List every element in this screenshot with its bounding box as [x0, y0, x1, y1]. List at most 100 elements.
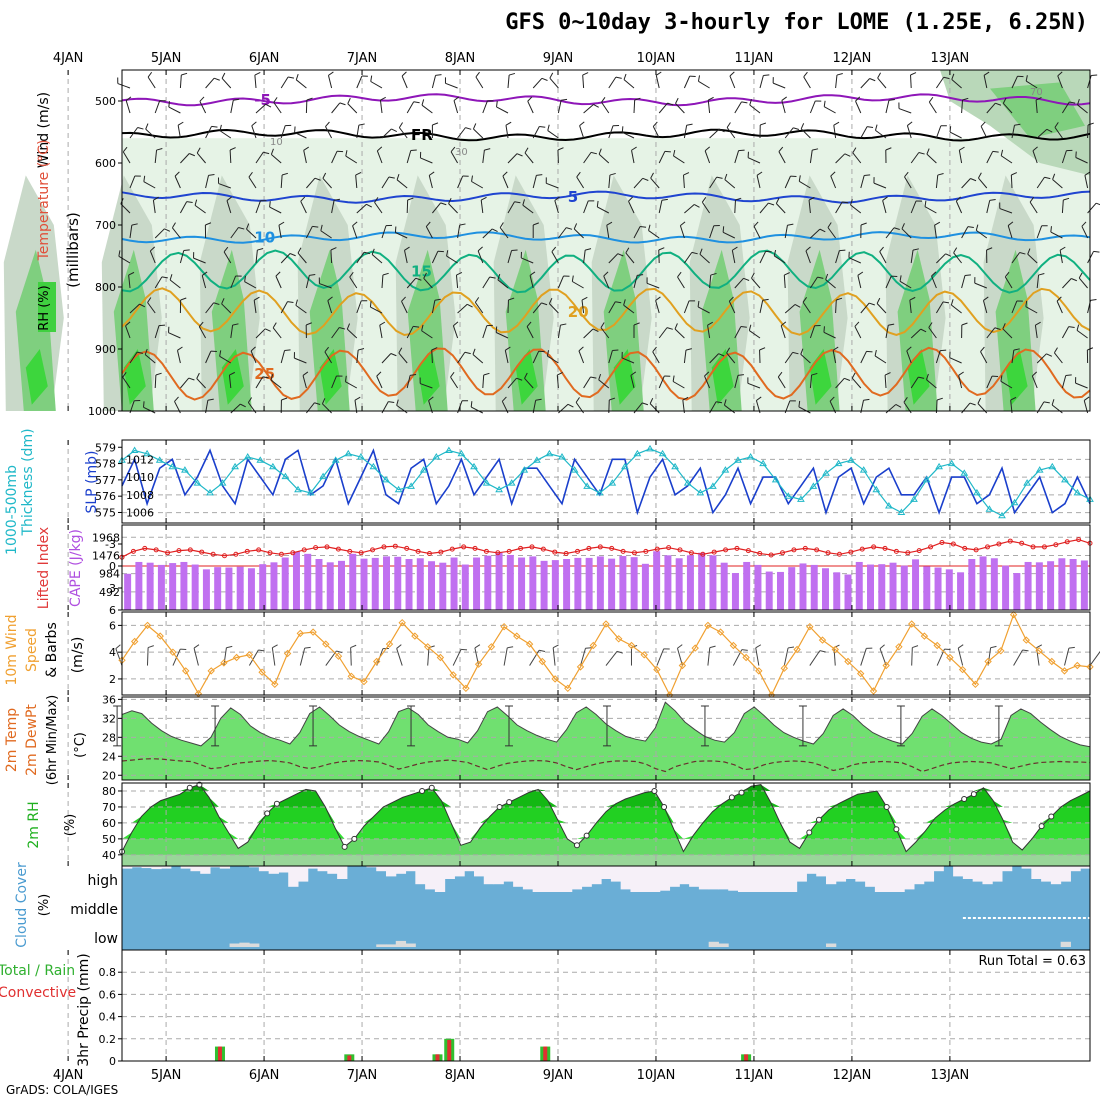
wind-barb [884, 372, 891, 376]
cape-bar [1047, 561, 1055, 610]
wind-barb [759, 202, 769, 214]
tick-label: 4 [109, 646, 116, 659]
high-cloud-clear [845, 866, 856, 879]
thickness-marker [973, 488, 981, 496]
wind-barb [697, 300, 700, 307]
isotherm-line [121, 190, 1091, 204]
wind-barb [875, 129, 887, 139]
rh-line [121, 784, 1091, 853]
wind-barb [446, 250, 449, 257]
wind-barb [483, 372, 490, 376]
wind-barb [953, 252, 962, 264]
wind-barb [701, 197, 707, 203]
wind-barb [516, 153, 523, 157]
thickness-marker [759, 459, 767, 467]
high-cloud-clear [249, 866, 260, 868]
wind-barb [346, 323, 351, 330]
wind-barb [910, 72, 917, 76]
wind-barb [616, 650, 623, 654]
wind-barb [1036, 176, 1045, 189]
wind-barb [904, 176, 912, 189]
thickness-marker [445, 446, 453, 453]
cape-bar [979, 556, 987, 610]
wind-barb [598, 373, 602, 380]
rh-shading [122, 784, 1090, 823]
high-cloud-clear [288, 866, 299, 887]
x-tick-label-top: 5JAN [151, 51, 182, 66]
wind-barb [1068, 646, 1075, 649]
wind-barb [978, 177, 988, 189]
rh-marker [506, 799, 513, 806]
wind-speed-marker [564, 684, 572, 693]
thickness-marker [419, 466, 428, 473]
wind-barb [238, 227, 245, 230]
wind-barb [358, 348, 365, 351]
thickness-marker [621, 462, 629, 470]
wind-barb [371, 254, 383, 264]
wind-barb [844, 153, 851, 157]
wind-barb [606, 225, 610, 239]
wind-barb [557, 275, 564, 289]
wind-barb [1071, 278, 1078, 282]
wind-barb [356, 203, 367, 214]
wind-barb [255, 328, 266, 339]
wind-barb [474, 302, 484, 314]
wind-barb [299, 647, 306, 666]
rh-shading [505, 249, 546, 411]
panel-frame [121, 949, 1091, 1062]
wind-barb [805, 250, 811, 264]
wind-barb [621, 357, 635, 364]
rh-marker [264, 810, 271, 817]
panel-background [122, 440, 1090, 523]
high-cloud-clear [444, 866, 455, 879]
high-cloud-clear [180, 866, 191, 869]
x-tick-label-top: 7JAN [347, 51, 378, 66]
wind-barb [388, 401, 395, 403]
wind-barb [549, 77, 559, 89]
wind-barb [934, 225, 937, 239]
wind-barb [836, 297, 843, 301]
wind-barb [800, 128, 811, 139]
wind-barb [229, 371, 236, 376]
cape-bar [821, 568, 829, 610]
wind-barb [1032, 146, 1038, 152]
wind-barb [765, 250, 772, 253]
wind-barb [272, 327, 282, 339]
wind-barb [401, 296, 406, 302]
wind-barb [877, 72, 882, 79]
wind-barb [777, 371, 783, 378]
wind-barb [556, 375, 559, 389]
wind-barb [704, 375, 711, 389]
cape-bar [506, 554, 514, 610]
lifted-index-marker [643, 548, 649, 554]
high-cloud-clear [953, 866, 964, 877]
isotherm-line [121, 128, 1091, 142]
wind-barb [852, 147, 857, 154]
wind-barb [273, 102, 282, 114]
run-total-label: Run Total = 0.63 [978, 954, 1086, 969]
wind-barb [975, 224, 979, 231]
precip-convective-bar [435, 1054, 440, 1061]
x-tick-label-bottom: 11JAN [735, 1068, 774, 1083]
wind-barb [792, 351, 799, 355]
wind-barb [406, 101, 415, 114]
wind-barb [652, 351, 660, 364]
wind-barb [1093, 250, 1100, 253]
wind-barb [740, 326, 747, 328]
wind-barb [926, 379, 937, 389]
wind-barb [480, 196, 487, 201]
wind-barb [420, 157, 433, 164]
wind-barb [250, 346, 256, 352]
thickness-marker [646, 444, 654, 452]
lifted-index-marker [757, 551, 763, 557]
wind-barb [406, 277, 417, 289]
wind-barb [248, 176, 257, 189]
lifted-index-marker [449, 546, 455, 552]
wind-barb [143, 181, 156, 189]
high-cloud-clear [454, 866, 465, 877]
wind-barb [958, 371, 964, 376]
thickness-marker [143, 449, 151, 457]
thickness-marker [130, 446, 139, 453]
wind-speed-marker [869, 687, 878, 695]
cape-bar [912, 559, 920, 610]
